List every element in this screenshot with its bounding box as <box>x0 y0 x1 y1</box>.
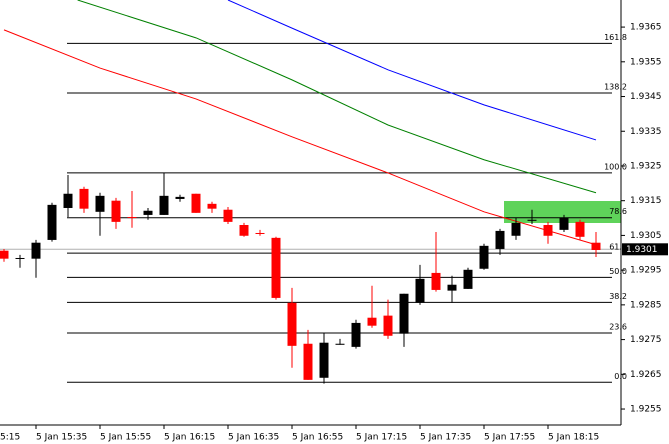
candle-body <box>527 219 537 221</box>
x-tick-label: 5 Jan 16:35 <box>228 433 279 443</box>
y-tick-label: 1.9355 <box>630 57 662 67</box>
moving-average-line <box>227 0 597 141</box>
current-price-label: 1.9301 <box>626 245 658 255</box>
x-tick-label: 5 Jan 17:35 <box>420 433 471 443</box>
candle-body <box>415 278 425 303</box>
y-tick-label: 1.9325 <box>630 161 662 171</box>
candle-body <box>303 343 313 380</box>
candle-body <box>63 193 73 208</box>
current-price-box <box>622 243 668 256</box>
y-tick-label: 1.9255 <box>630 405 662 415</box>
candle-body <box>159 195 169 215</box>
candle-body <box>127 217 137 219</box>
fib-level-label: 50.0 <box>609 267 627 276</box>
y-tick-label: 1.9265 <box>630 370 662 380</box>
candle-body <box>543 225 553 236</box>
candle-body <box>15 257 25 259</box>
y-tick-label: 1.9305 <box>630 231 662 241</box>
y-tick-label: 1.9365 <box>630 23 662 33</box>
candle-body <box>575 221 585 237</box>
fib-level-label: 100.0 <box>604 162 627 171</box>
candle-body <box>447 284 457 291</box>
fib-level-label: 0.0 <box>614 372 627 381</box>
x-tick-label: 5 Jan 16:15 <box>164 433 215 443</box>
x-tick-label: 5 Jan 15:35 <box>36 433 87 443</box>
candle-body <box>399 293 409 334</box>
candle-body <box>47 204 57 240</box>
y-tick-label: 1.9285 <box>630 300 662 310</box>
x-tick-label: 5 Jan 15:55 <box>100 433 151 443</box>
candle-body <box>431 272 441 290</box>
fib-level-label: 161.8 <box>604 33 627 42</box>
x-tick-label-clipped: 5:15 <box>0 433 20 443</box>
x-tick-label: 5 Jan 17:15 <box>356 433 407 443</box>
x-tick-label: 5 Jan 17:55 <box>484 433 535 443</box>
candle-body <box>511 222 521 236</box>
candle-body <box>223 209 233 222</box>
candle-body <box>143 210 153 215</box>
candle-body <box>287 302 297 346</box>
fib-level-label: 78.6 <box>609 207 627 216</box>
candle-body <box>591 242 601 250</box>
candle-body <box>95 195 105 212</box>
candle-body <box>175 196 185 199</box>
candle-body <box>367 317 377 326</box>
candle-body <box>495 230 505 249</box>
x-tick-label: 5 Jan 18:15 <box>548 433 599 443</box>
candle-body <box>255 232 265 234</box>
candle-body <box>351 322 361 347</box>
candle-body <box>335 343 345 345</box>
x-tick-label: 5 Jan 16:55 <box>292 433 343 443</box>
y-tick-label: 1.9345 <box>630 92 662 102</box>
candle-body <box>559 217 569 230</box>
candle-body <box>207 203 217 209</box>
y-tick-label: 1.9295 <box>630 266 662 276</box>
fib-level-label: 38.2 <box>609 292 627 301</box>
candle-body <box>191 193 201 213</box>
moving-average-line <box>3 29 597 246</box>
candle-body <box>79 188 89 209</box>
candle-body <box>463 269 473 289</box>
fib-level-label: 61.8 <box>609 243 627 252</box>
candle-body <box>31 242 41 259</box>
y-tick-label: 1.9275 <box>630 335 662 345</box>
y-tick-label: 1.9315 <box>630 196 662 206</box>
y-tick-label: 1.9335 <box>630 127 662 137</box>
candle-body <box>111 200 121 222</box>
candle-body <box>319 342 329 378</box>
fib-level-label: 138.2 <box>604 83 627 92</box>
candle-body <box>0 250 9 259</box>
candle-body <box>271 237 281 298</box>
plot-area <box>0 0 621 384</box>
candle-body <box>479 245 489 269</box>
candle-body <box>383 315 393 336</box>
fib-level-label: 23.6 <box>609 322 627 331</box>
moving-average-line <box>77 0 597 194</box>
candle-body <box>239 225 249 236</box>
